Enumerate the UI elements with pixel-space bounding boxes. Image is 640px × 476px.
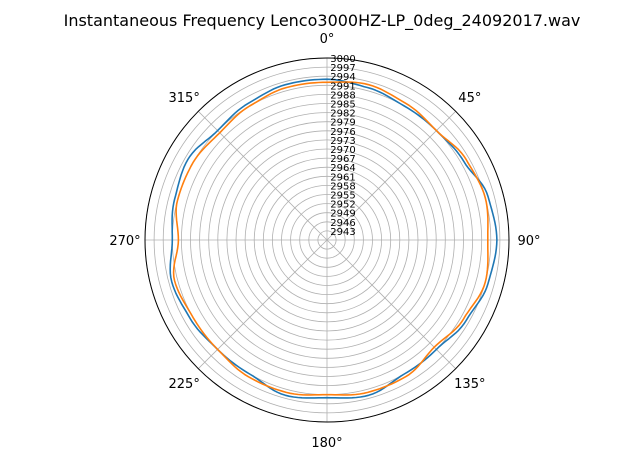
radial-tick-label: 2958 <box>330 181 355 192</box>
angle-tick-label: 135° <box>454 377 485 392</box>
radial-tick-label: 2985 <box>330 100 355 111</box>
angle-tick-label: 270° <box>109 234 140 249</box>
grid-spoke <box>326 111 456 241</box>
angle-tick-label: 45° <box>458 91 481 106</box>
radial-tick-label: 2946 <box>330 218 355 229</box>
radial-tick-label: 2997 <box>330 63 355 74</box>
polar-frame <box>144 57 510 423</box>
radial-tick-label: 2943 <box>330 227 355 238</box>
radial-tick-label: 2973 <box>330 136 355 147</box>
angle-tick-labels: 0° 45° 90° 135° 180° 225° 270° 315° <box>109 32 540 451</box>
radial-tick-label: 2988 <box>330 90 355 101</box>
radial-tick-label: 2952 <box>330 200 355 211</box>
radial-tick-label: 2967 <box>330 154 355 165</box>
radial-tick-label: 2976 <box>330 127 355 138</box>
series-line-1 <box>169 78 498 399</box>
series-line-2 <box>172 81 489 396</box>
radial-tick-label: 2970 <box>330 145 355 156</box>
angle-tick-label: 180° <box>311 436 342 451</box>
radial-tick-label: 2964 <box>330 163 355 174</box>
grid-spoke <box>198 239 328 369</box>
radial-tick-label: 2979 <box>330 118 355 129</box>
chart-title: Instantaneous Frequency Lenco3000HZ-LP_0… <box>64 11 581 31</box>
radial-tick-label: 2991 <box>330 81 355 92</box>
series-layer <box>169 78 498 399</box>
angle-tick-label: 225° <box>169 377 200 392</box>
angle-tick-label: 315° <box>169 91 200 106</box>
radial-tick-label: 2982 <box>330 109 355 120</box>
radial-tick-label: 2994 <box>330 72 355 83</box>
radial-tick-label: 3000 <box>330 54 355 65</box>
polar-grid <box>144 57 510 423</box>
radial-tick-label: 2961 <box>330 172 355 183</box>
radial-tick-labels: 2943294629492952295529582961296429672970… <box>330 54 355 238</box>
angle-tick-label: 90° <box>517 234 540 249</box>
radial-tick-label: 2949 <box>330 209 355 220</box>
radial-tick-label: 2955 <box>330 191 355 202</box>
angle-tick-label: 0° <box>320 32 335 47</box>
